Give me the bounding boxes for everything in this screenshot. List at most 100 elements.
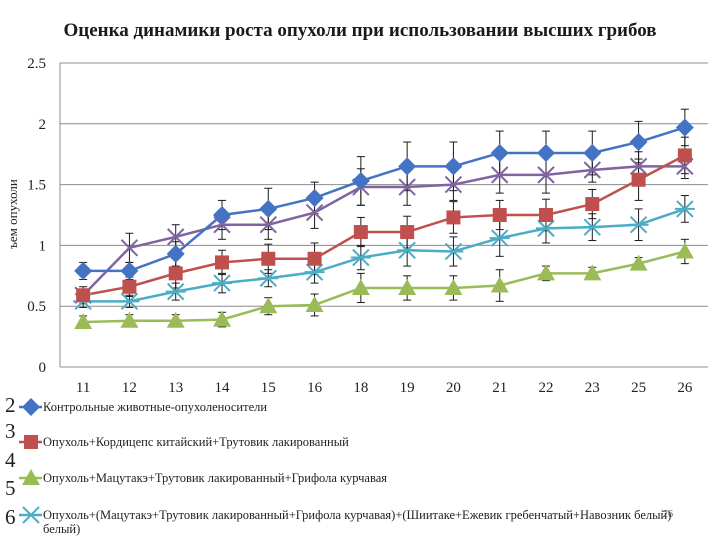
legend-marker (21, 506, 41, 524)
data-point (398, 178, 416, 196)
grid-lines (59, 62, 708, 368)
data-point (539, 208, 553, 222)
data-point (307, 251, 322, 266)
data-point (259, 216, 277, 234)
data-point (166, 311, 185, 328)
data-point (536, 219, 556, 238)
data-point (259, 297, 278, 314)
data-point (583, 161, 601, 179)
data-point (675, 118, 694, 137)
data-point (76, 288, 91, 303)
series-line (83, 250, 686, 324)
series-line (82, 154, 686, 297)
chart-title: Оценка динамики роста опухоли при исполь… (63, 20, 656, 41)
x-tick-label: 18 (353, 380, 368, 396)
y-tick-label: 0 (39, 360, 47, 376)
legend-marker (22, 398, 40, 416)
x-tick-label: 21 (492, 380, 507, 396)
data-point (212, 274, 232, 292)
data-point (537, 166, 555, 184)
x-tick-label: 15 (261, 380, 276, 396)
legend-label: Опухоль+Мацутакэ+Трутовик лакированный+Г… (43, 471, 387, 485)
slide-number: 6 (5, 505, 16, 529)
data-point (213, 310, 231, 327)
page-number: 26 (663, 509, 673, 520)
data-point (629, 133, 648, 152)
data-point (677, 148, 692, 163)
data-point (398, 157, 417, 176)
x-tick-label: 19 (400, 380, 415, 396)
data-point (443, 242, 464, 261)
legend-marker (22, 469, 40, 485)
legend-label: Опухоль+(Мацутакэ+Трутовик лакированный+… (43, 508, 671, 522)
slide-number: 2 (5, 393, 16, 417)
data-point (490, 276, 509, 293)
slide-number: 3 (5, 419, 16, 443)
data-point (537, 264, 555, 281)
legend-entry: Опухоль+Мацутакэ+Трутовик лакированный+Г… (19, 469, 387, 485)
x-tick-label: 16 (307, 380, 323, 396)
x-tick-label: 25 (631, 380, 646, 396)
data-point (351, 171, 370, 190)
data-point (582, 218, 603, 236)
data-point (120, 311, 139, 328)
data-point (492, 208, 507, 222)
data-point (305, 188, 324, 207)
data-point (585, 197, 600, 212)
data-point (583, 143, 602, 162)
data-point (350, 248, 371, 267)
data-point (167, 228, 185, 246)
data-point (537, 143, 555, 162)
data-point (213, 216, 231, 234)
data-point (74, 313, 93, 330)
y-axis-label: ъем опухоли (5, 179, 20, 249)
data-point (305, 203, 324, 222)
slide-number: 5 (5, 476, 16, 500)
data-point (444, 175, 463, 194)
data-point (119, 292, 140, 311)
data-point (444, 157, 463, 176)
x-tick-label: 22 (539, 380, 554, 396)
data-point (213, 206, 231, 224)
data-point (397, 241, 418, 259)
legend-label: Контрольные животные-опухоленосители (43, 400, 267, 414)
data-point (491, 166, 509, 184)
series-markers (73, 118, 695, 330)
x-tick-label: 14 (215, 380, 231, 396)
data-point (165, 282, 186, 301)
data-point (305, 295, 324, 312)
data-point (400, 225, 415, 240)
x-tick-label: 11 (76, 380, 90, 396)
y-tick-label: 1.5 (27, 178, 46, 194)
data-point (168, 266, 183, 281)
data-point (122, 279, 137, 294)
data-point (74, 261, 93, 280)
x-tick-labels: 11 12 13 14 15 16 18 19 20 21 22 23 25 26 (76, 380, 693, 396)
x-tick-label: 20 (446, 380, 461, 396)
data-point (490, 143, 509, 162)
data-point (120, 239, 139, 257)
x-tick-label: 12 (122, 380, 137, 396)
data-point (258, 269, 279, 287)
legend-entry: Контрольные животные-опухоленосители (19, 398, 267, 416)
data-point (583, 264, 602, 281)
data-point (120, 261, 139, 280)
data-point (629, 157, 648, 176)
data-point (674, 200, 695, 218)
data-point (166, 244, 185, 263)
legend-label-continuation: белый) (43, 522, 80, 536)
data-point (631, 172, 646, 187)
y-tick-labels: 0 0.5 1 1.5 2 2.5 (27, 56, 46, 376)
series-line (82, 165, 685, 297)
data-point (629, 254, 648, 271)
y-tick-label: 2.5 (27, 56, 46, 72)
data-point (351, 278, 370, 295)
data-point (259, 199, 278, 218)
data-point (675, 242, 694, 259)
data-point (398, 278, 417, 295)
y-tick-label: 1 (39, 238, 47, 254)
data-point (261, 251, 276, 266)
x-tick-label: 23 (585, 380, 600, 396)
y-tick-label: 0.5 (27, 299, 46, 315)
